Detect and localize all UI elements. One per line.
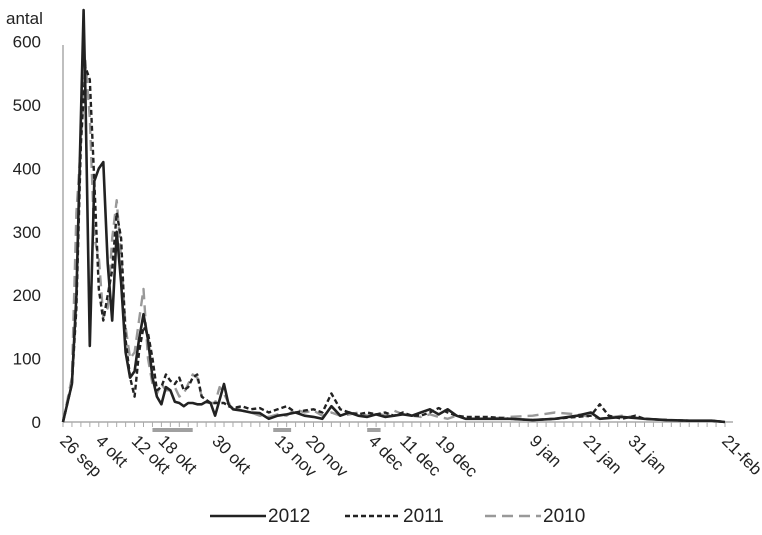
y-tick-label: 600: [13, 33, 41, 52]
x-tick-label: 9 jan: [526, 431, 566, 471]
y-axis-label: antal: [6, 9, 43, 28]
series-line-2010: [61, 59, 726, 424]
legend: 2012 2011 2010: [210, 506, 585, 527]
x-tick-label: 30 okt: [208, 431, 254, 477]
y-tick-label: 500: [13, 96, 41, 115]
y-tick-label: 0: [32, 413, 41, 432]
x-tick-label: 4 dec: [365, 431, 408, 474]
series-line-2012: [61, 8, 726, 424]
series-line-2011: [61, 65, 726, 424]
y-tick-label: 400: [13, 159, 41, 178]
y-tick-label: 300: [13, 223, 41, 242]
legend-label-2012: 2012: [268, 506, 310, 527]
series-lines: [61, 8, 726, 424]
x-tick-label: 19 dec: [432, 431, 482, 481]
x-tick-label: 21 jan: [580, 431, 626, 477]
x-tick-label: 21-feb: [718, 431, 762, 479]
y-tick-label: 200: [13, 286, 41, 305]
x-tick-label: 31 jan: [624, 431, 670, 477]
legend-label-2010: 2010: [543, 506, 585, 527]
y-tick-label: 100: [13, 350, 41, 369]
y-axis: 0 100 200 300 400 500 600: [13, 33, 64, 432]
legend-label-2011: 2011: [403, 506, 444, 527]
